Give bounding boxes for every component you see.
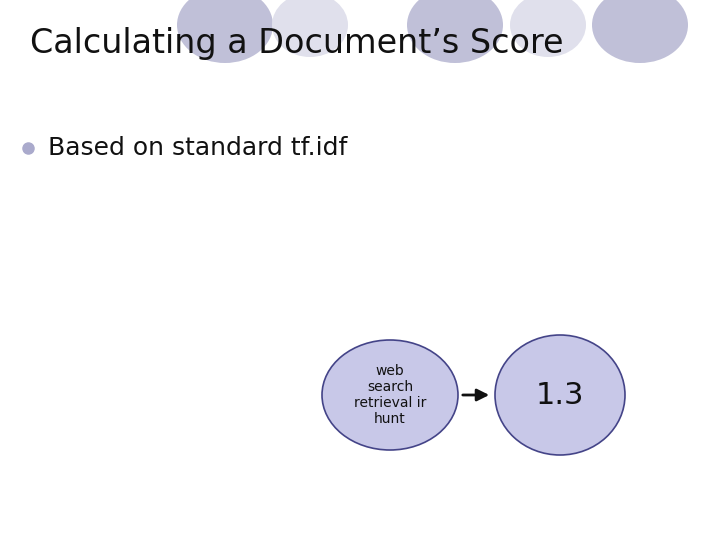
- Ellipse shape: [407, 0, 503, 63]
- Ellipse shape: [177, 0, 273, 63]
- Ellipse shape: [272, 0, 348, 57]
- Text: 1.3: 1.3: [536, 381, 584, 409]
- Ellipse shape: [495, 335, 625, 455]
- Text: Based on standard tf.idf: Based on standard tf.idf: [48, 136, 347, 160]
- Ellipse shape: [510, 0, 586, 57]
- Ellipse shape: [592, 0, 688, 63]
- Ellipse shape: [322, 340, 458, 450]
- Text: web
search
retrieval ir
hunt: web search retrieval ir hunt: [354, 364, 426, 426]
- Text: Calculating a Document’s Score: Calculating a Document’s Score: [30, 27, 564, 60]
